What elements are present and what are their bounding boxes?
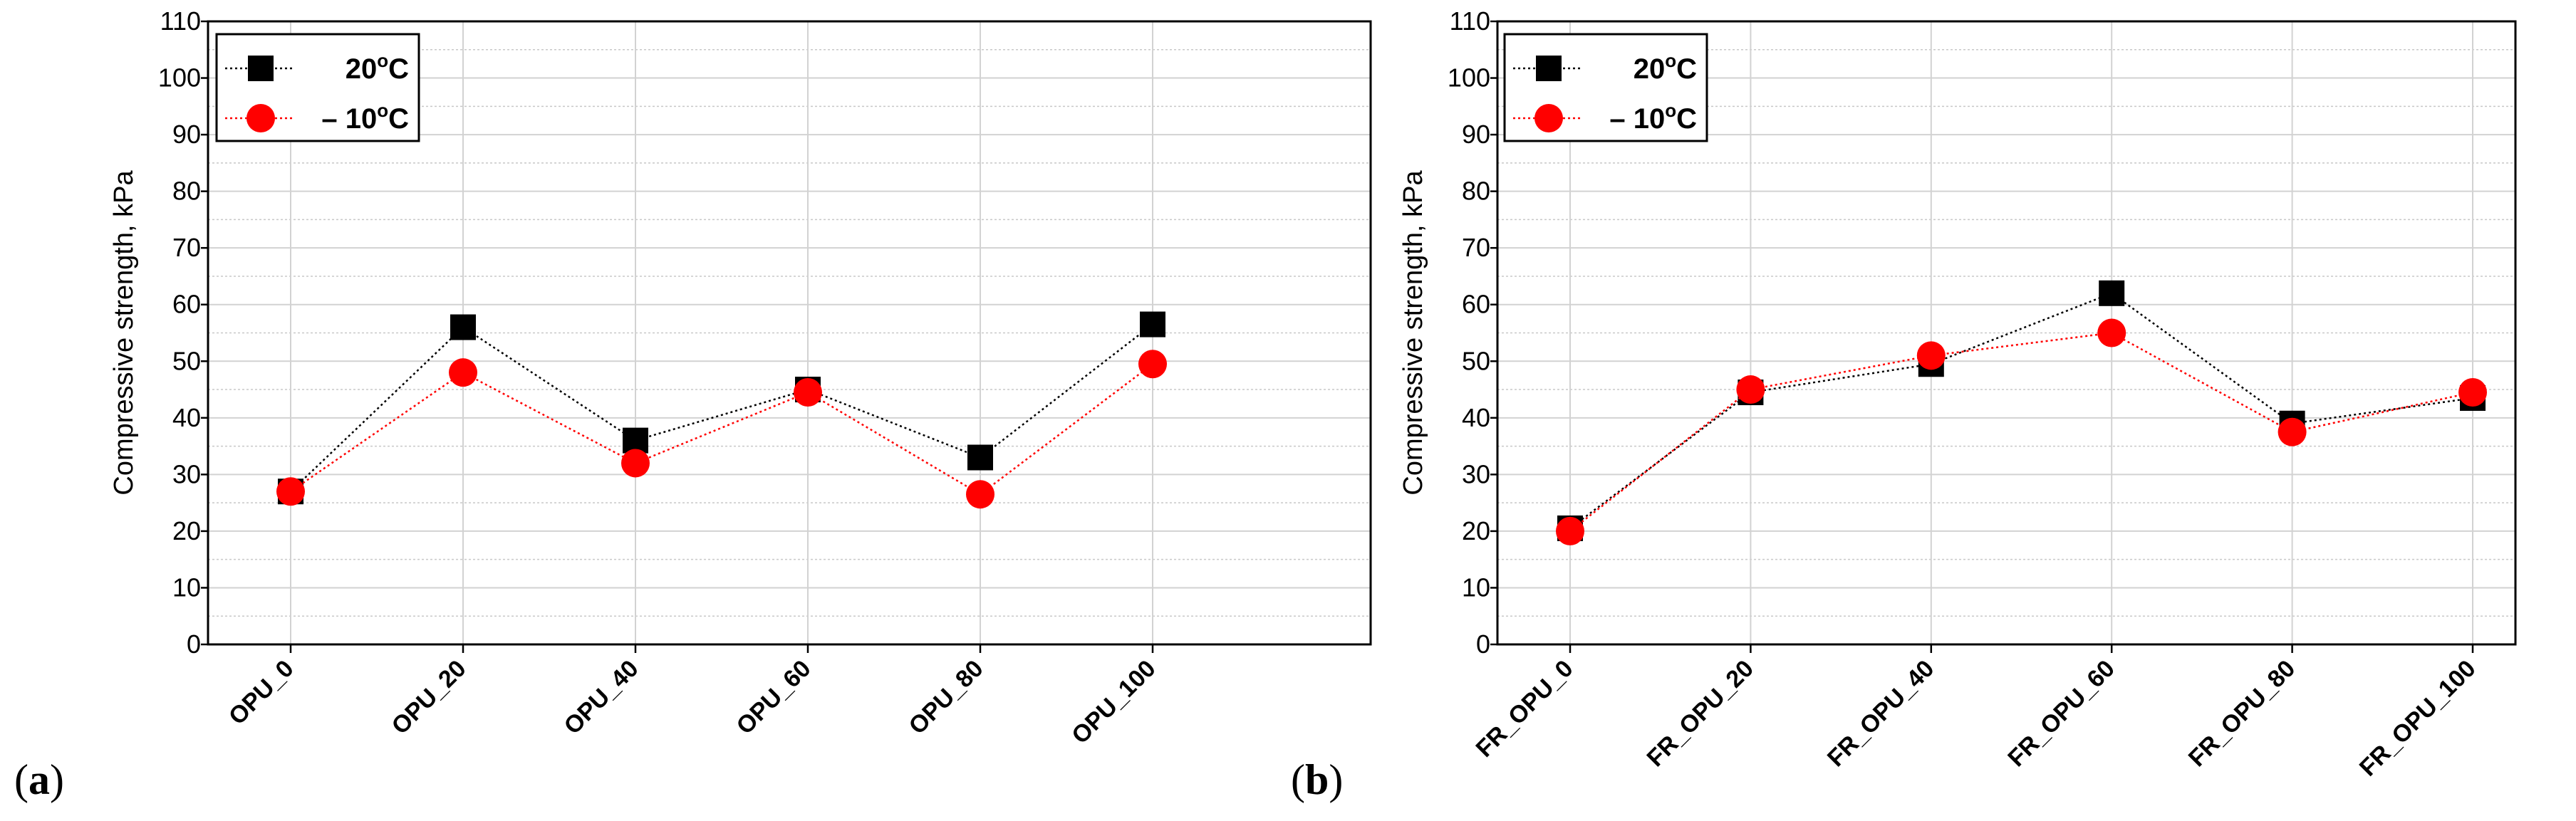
y-tick-label: 30 <box>172 459 201 488</box>
y-tick-label: 0 <box>1476 629 1490 659</box>
x-category-label: OPU_80 <box>904 655 989 740</box>
legend-unit: C <box>388 103 409 135</box>
chart-panel-b: 0 10 20 30 40 50 60 70 80 90 100 110 Compressive str… <box>1291 6 2517 803</box>
x-category-label: OPU_60 <box>732 655 816 740</box>
y-tick-label: 0 <box>187 629 201 659</box>
y-tick-label: 80 <box>1462 177 1490 206</box>
x-category-label: FR_OPU_80 <box>2183 655 2301 773</box>
x-category-label: OPU_0 <box>224 655 299 731</box>
data-point-circle <box>1138 350 1167 379</box>
y-tick-label: 50 <box>1462 346 1490 375</box>
legend-series-name: – 10 <box>1609 103 1665 135</box>
panel-label: (b) <box>1291 756 1343 803</box>
y-tick-label: 110 <box>1450 6 1490 36</box>
legend-degree-symbol: o <box>377 50 388 71</box>
panel-label: (a) <box>14 756 64 803</box>
y-axis-title: Compressive strength, kPa <box>109 170 139 496</box>
y-tick-label: 20 <box>172 516 201 545</box>
data-point-circle <box>449 358 477 387</box>
data-point-square <box>450 314 476 340</box>
y-tick-label: 90 <box>1462 120 1490 149</box>
legend-entry-label: 20oC <box>346 50 409 85</box>
panel-label-open: ( <box>14 756 28 803</box>
data-point-square <box>967 444 993 471</box>
x-category-label: FR_OPU_60 <box>2003 655 2120 773</box>
legend-entry-label: – 10oC <box>1609 100 1697 135</box>
y-tick-label: 100 <box>1448 63 1490 93</box>
data-point-square <box>1140 311 1165 338</box>
x-category-label: OPU_100 <box>1066 655 1160 749</box>
chart-panel-a: 0 10 20 30 40 50 60 70 80 90 100 110 Compressive str… <box>14 6 1372 803</box>
legend-entry-label: – 10oC <box>321 100 409 135</box>
y-tick-label: 10 <box>1462 572 1490 602</box>
legend-unit: C <box>388 53 409 85</box>
y-tick-label: 40 <box>1462 403 1490 432</box>
legend-marker-square <box>1536 56 1562 81</box>
series-line-minus10c <box>1569 332 2473 532</box>
y-tick-label: 70 <box>172 233 201 262</box>
legend-degree-symbol: o <box>1665 100 1676 121</box>
legend-degree-symbol: o <box>377 100 388 121</box>
legend-unit: C <box>1676 53 1697 85</box>
y-tick-label: 100 <box>158 63 201 93</box>
x-category-label: OPU_20 <box>387 655 472 740</box>
legend-unit: C <box>1676 103 1697 135</box>
y-tick-label: 50 <box>172 346 201 375</box>
legend-series-name: 20 <box>1634 53 1666 85</box>
data-point-circle <box>1916 341 1946 370</box>
y-tick-label: 70 <box>1462 233 1490 262</box>
y-tick-label: 40 <box>172 403 201 432</box>
panel-label-letter: b <box>1305 756 1329 803</box>
x-category-label: FR_OPU_100 <box>2354 655 2481 782</box>
legend-series-name: 20 <box>346 53 378 85</box>
axes-frame <box>207 20 1372 646</box>
legend-box <box>1503 33 1708 142</box>
y-tick-label: 90 <box>172 120 201 149</box>
x-category-label: OPU_40 <box>559 655 644 740</box>
y-tick-label: 60 <box>172 290 201 319</box>
data-point-circle <box>794 378 822 407</box>
legend: 20oC– 10oC <box>215 33 420 142</box>
data-point-circle <box>621 449 650 478</box>
x-category-label: FR_OPU_20 <box>1642 655 1760 773</box>
data-point-circle <box>966 480 994 509</box>
y-tick-label: 60 <box>1462 290 1490 319</box>
data-point-circle <box>276 477 305 506</box>
legend-degree-symbol: o <box>1665 50 1676 71</box>
panel-label-letter: a <box>28 756 50 803</box>
series-line-20c <box>1569 292 2473 529</box>
y-tick-label: 110 <box>160 6 201 36</box>
panel-label-open: ( <box>1291 756 1305 803</box>
data-point-circle <box>2278 417 2307 446</box>
data-point-circle <box>2097 318 2126 347</box>
data-point-circle <box>2458 378 2487 407</box>
legend-series-name: – 10 <box>321 103 377 135</box>
legend-marker-square <box>248 56 274 81</box>
x-category-label: FR_OPU_40 <box>1822 655 1940 773</box>
axes-frame <box>1496 20 2517 646</box>
panel-label-close: ) <box>50 756 64 803</box>
y-tick-label: 10 <box>172 572 201 602</box>
series-line-minus10c <box>290 363 1153 496</box>
y-tick-label: 20 <box>1462 516 1490 545</box>
y-axis-title: Compressive strength, kPa <box>1398 170 1428 496</box>
panel-label-close: ) <box>1329 756 1343 803</box>
y-tick-label: 30 <box>1462 459 1490 488</box>
legend-marker-circle <box>1534 104 1563 132</box>
legend-entry-label: 20oC <box>1634 50 1697 85</box>
series-line-20c <box>290 323 1153 493</box>
x-category-label: FR_OPU_0 <box>1471 655 1579 763</box>
legend: 20oC– 10oC <box>1503 33 1708 142</box>
y-tick-label: 80 <box>172 177 201 206</box>
data-point-circle <box>1736 375 1765 404</box>
data-point-circle <box>1556 516 1584 545</box>
data-point-square <box>2099 280 2125 306</box>
legend-marker-circle <box>246 104 275 132</box>
